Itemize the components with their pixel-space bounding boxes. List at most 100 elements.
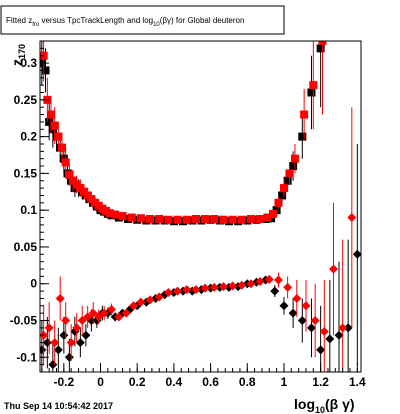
- data-point: [290, 154, 299, 163]
- data-point: [285, 169, 294, 178]
- y-tick-label: -0.1: [16, 350, 37, 364]
- x-tick-label: -0.2: [54, 375, 75, 389]
- data-point: [173, 286, 183, 296]
- x-axis-title: log10(β γ): [294, 396, 355, 414]
- data-point: [209, 282, 219, 292]
- data-point: [54, 132, 63, 141]
- data-point: [129, 301, 139, 311]
- data-point: [107, 304, 117, 314]
- data-point: [274, 198, 283, 207]
- data-point: [334, 330, 344, 340]
- data-point: [77, 316, 87, 326]
- data-point: [64, 352, 74, 362]
- data-point: [288, 308, 298, 318]
- y-axis: 0.3 0.25 0.2 0.15 0.1 0.05 0 -0.05 -0.1: [10, 47, 49, 373]
- data-point: [228, 281, 238, 291]
- data-point: [41, 66, 50, 75]
- data-point: [48, 360, 58, 370]
- data-point: [136, 297, 146, 307]
- data-point: [273, 275, 283, 285]
- title-box: [0, 5, 285, 35]
- data-point: [136, 214, 145, 223]
- data-point: [146, 215, 155, 224]
- y-tick-label: 0.15: [14, 166, 38, 180]
- data-point: [53, 345, 63, 355]
- data-point: [182, 285, 192, 295]
- chart-title: Fitted zfro versus TpcTrackLength and lo…: [6, 16, 244, 28]
- data-point: [237, 215, 246, 224]
- data-point: [59, 330, 69, 340]
- data-point: [289, 162, 298, 171]
- data-point: [283, 176, 292, 185]
- data-point: [307, 88, 316, 97]
- y-tick-label: 0.3: [20, 56, 37, 70]
- data-point: [263, 213, 272, 222]
- data-point: [256, 215, 265, 224]
- data-point: [279, 301, 289, 311]
- data-point: [316, 345, 326, 355]
- data-point: [300, 110, 309, 119]
- data-point: [58, 143, 67, 152]
- data-point: [44, 323, 54, 333]
- data-point: [94, 312, 104, 322]
- data-point: [325, 334, 335, 344]
- data-point: [316, 44, 325, 53]
- data-point: [306, 323, 316, 333]
- data-point: [255, 277, 265, 287]
- data-point: [81, 330, 91, 340]
- plot-frame: [39, 40, 362, 373]
- series-1: [40, 41, 327, 224]
- data-point: [55, 293, 65, 303]
- data-point: [292, 293, 302, 303]
- data-point: [182, 215, 191, 224]
- x-tick-label: 0.6: [202, 375, 219, 389]
- data-point: [173, 215, 182, 224]
- x-tick-label: 0.8: [239, 375, 256, 389]
- data-point: [218, 282, 228, 292]
- data-point: [163, 288, 173, 298]
- x-axis: -0.2 0 0.2 0.4 0.6 0.8 1 1.2 1.4: [41, 363, 366, 389]
- data-point: [65, 170, 74, 179]
- data-point: [145, 295, 155, 305]
- data-point: [40, 330, 49, 340]
- data-point: [228, 215, 237, 224]
- data-point: [99, 308, 109, 318]
- series-3: [40, 107, 357, 372]
- data-point: [83, 312, 93, 322]
- data-point: [264, 274, 274, 284]
- data-point: [328, 264, 338, 274]
- series-2: [40, 143, 361, 372]
- data-point: [278, 191, 287, 200]
- data-point: [200, 283, 210, 293]
- data-point: [47, 110, 56, 119]
- data-point: [283, 282, 293, 292]
- data-point: [121, 308, 131, 318]
- data-point: [50, 338, 60, 348]
- timestamp: Thu Sep 14 10:54:42 2017: [4, 401, 113, 411]
- data-point: [210, 215, 219, 224]
- data-point: [72, 323, 82, 333]
- y-tick-label: 0.05: [14, 240, 38, 254]
- y-axis-title: z170: [9, 44, 27, 66]
- data-point: [154, 292, 164, 302]
- data-point: [338, 323, 348, 333]
- data-point: [237, 280, 247, 290]
- data-point: [309, 81, 318, 90]
- data-point: [301, 301, 311, 311]
- data-point: [66, 338, 76, 348]
- data-point: [88, 308, 98, 318]
- data-point: [347, 213, 357, 223]
- data-point: [191, 215, 200, 224]
- data-point: [164, 215, 173, 224]
- data-point: [352, 249, 361, 259]
- x-tick-label: 0.4: [166, 375, 183, 389]
- data-point: [268, 209, 277, 218]
- data-point: [127, 213, 136, 222]
- data-point: [105, 209, 114, 218]
- data-point: [155, 215, 164, 224]
- x-tick-label: 0: [97, 375, 104, 389]
- data-point: [310, 316, 320, 326]
- y-tick-label: 0.1: [20, 203, 37, 217]
- data-point: [219, 215, 228, 224]
- data-point: [319, 327, 329, 337]
